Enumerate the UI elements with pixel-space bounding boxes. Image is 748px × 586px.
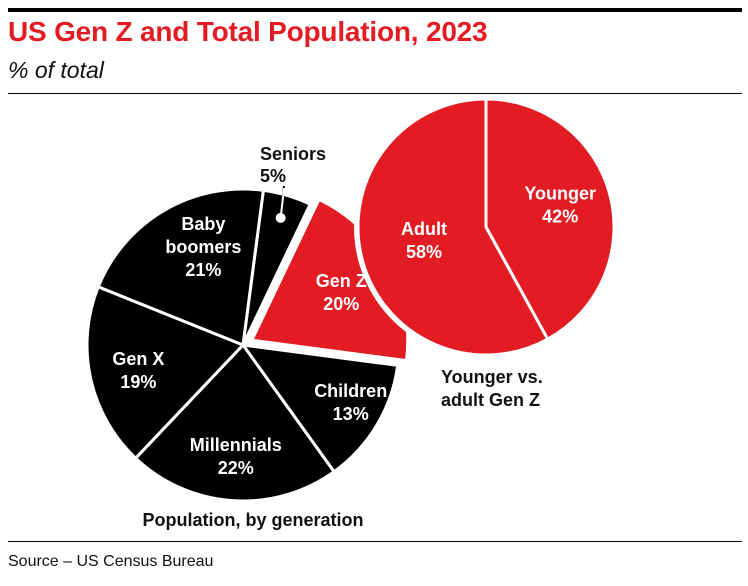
slice-millennials bbox=[133, 342, 337, 503]
generation-pie-caption: Population, by generation bbox=[142, 510, 363, 530]
pie-charts: Seniors 5% Gen Z 20% Children 13% Millennials 2… bbox=[87, 95, 618, 530]
slice-label-younger: Younger 42% bbox=[524, 183, 596, 226]
seniors-callout-line-inner bbox=[279, 187, 285, 218]
header-divider bbox=[8, 93, 742, 94]
slice-label-gen-x: Gen X 19% bbox=[112, 349, 164, 392]
genz-pie bbox=[354, 95, 618, 359]
slice-label-gen-z: Gen Z 20% bbox=[316, 271, 367, 314]
seniors-callout-dot bbox=[275, 212, 286, 223]
slice-baby-boomers bbox=[96, 187, 266, 348]
slice-children bbox=[239, 343, 400, 474]
slice-label-millennials: Millennials 22% bbox=[190, 435, 282, 478]
chart-subtitle: % of total bbox=[8, 57, 104, 83]
slice-label-children: Children 13% bbox=[314, 381, 387, 424]
slice-adult bbox=[356, 97, 550, 357]
source-note: Source – US Census Bureau bbox=[8, 553, 214, 570]
slice-label-adult: Adult 58% bbox=[401, 219, 447, 262]
genz-pie-caption: Younger vs. adult Gen Z bbox=[441, 367, 543, 410]
top-rule bbox=[8, 8, 742, 12]
chart-title: US Gen Z and Total Population, 2023 bbox=[8, 16, 488, 47]
slice-younger bbox=[484, 97, 616, 342]
slice-label-baby-boomers: Baby boomers 21% bbox=[165, 214, 241, 280]
footer-divider bbox=[8, 541, 742, 542]
slice-label-seniors: Seniors 5% bbox=[260, 144, 326, 186]
